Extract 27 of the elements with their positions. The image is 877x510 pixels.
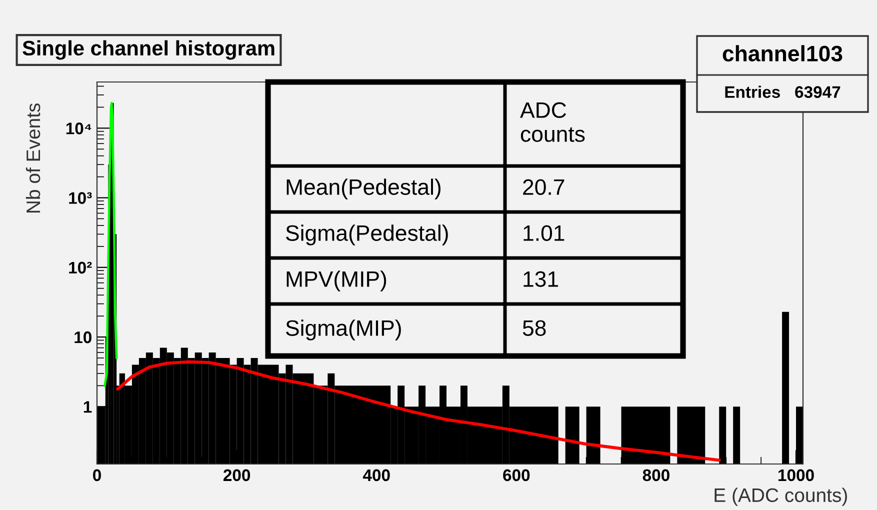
- y-tick-label: 10²: [69, 262, 92, 274]
- annotation: Sigma(MIP): [286, 320, 401, 340]
- x-tick-label: 1000: [778, 469, 814, 482]
- annotation: 1.01: [524, 225, 564, 241]
- annotation: 58: [522, 320, 546, 336]
- line-series: [104, 102, 118, 387]
- y-tick-label: 10: [74, 331, 92, 344]
- x-tick-label: 600: [503, 469, 530, 482]
- x-axis-title: E (ADC counts): [714, 488, 847, 506]
- line-series: [116, 360, 721, 462]
- annotation: MPV(MIP): [286, 270, 386, 292]
- annotation: ADC counts: [520, 102, 585, 142]
- annotation: Sigma(Pedestal): [286, 224, 448, 246]
- annotation: Mean(Pedestal): [286, 178, 440, 200]
- annotation: Entries 63947: [725, 86, 840, 98]
- y-tick-label: 1: [84, 401, 92, 413]
- annotation: 131: [524, 271, 558, 287]
- annotation: 20.7: [523, 179, 564, 195]
- chart-title: Single channel histogram: [22, 40, 274, 60]
- y-axis-title: Nb of Events: [26, 103, 40, 212]
- x-tick-label: 400: [362, 469, 390, 482]
- y-tick-label: 10⁴: [66, 122, 92, 134]
- x-tick-label: 200: [223, 469, 250, 482]
- x-tick-label: 0: [93, 469, 101, 482]
- x-tick-label: 800: [642, 469, 670, 482]
- y-tick-label: 10³: [69, 192, 92, 204]
- text: channel103: [722, 45, 842, 62]
